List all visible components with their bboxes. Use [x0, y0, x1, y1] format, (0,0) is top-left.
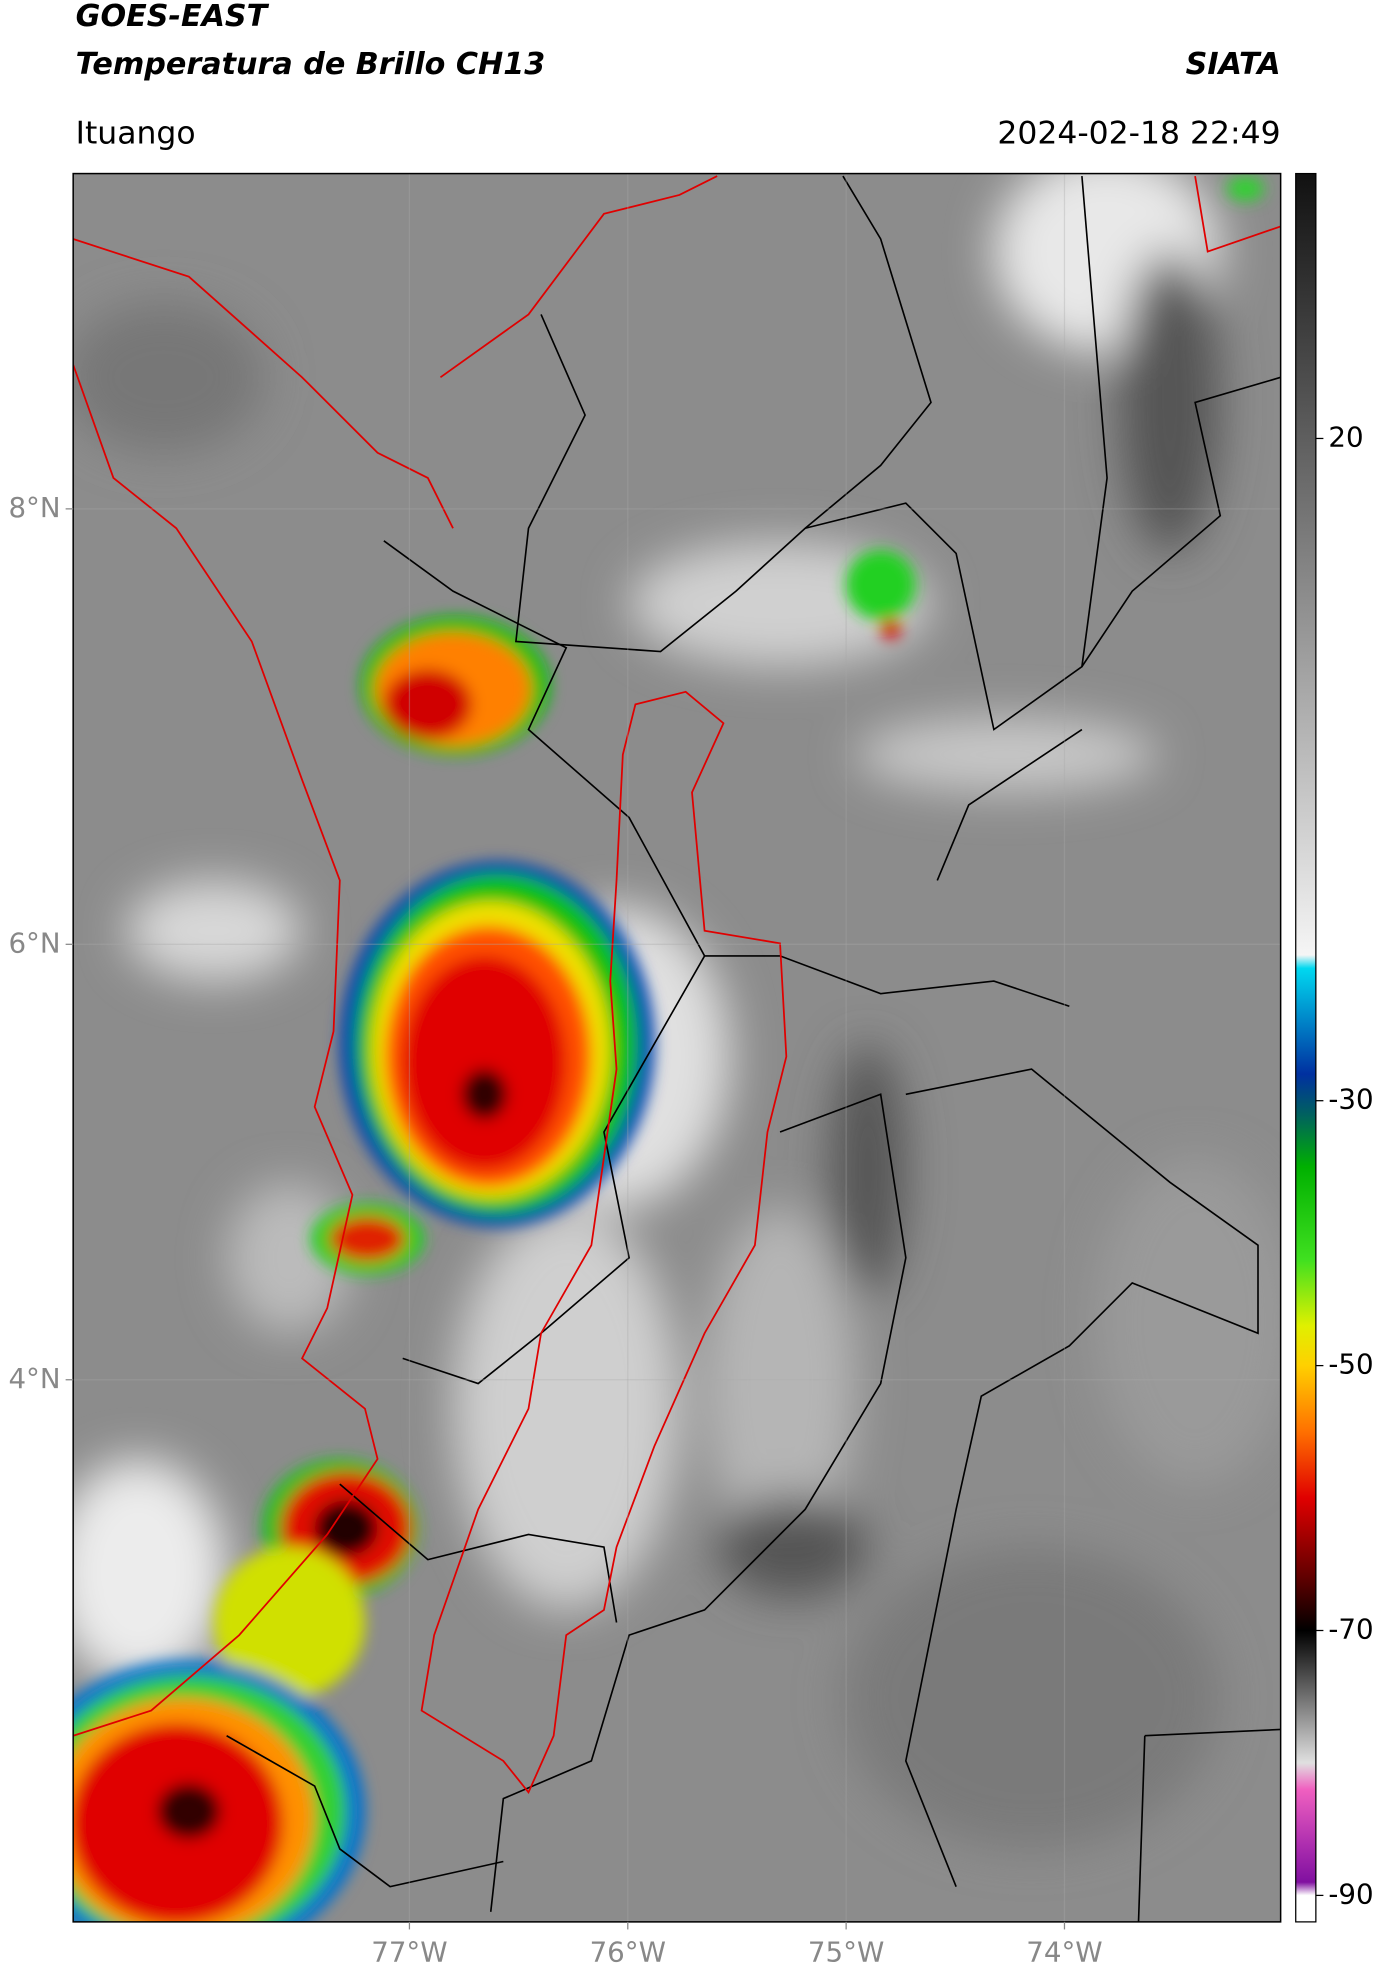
y-tick-label: 6°N [8, 926, 60, 959]
satellite-image [73, 173, 1281, 1922]
y-tick-label: 4°N [8, 1362, 60, 1395]
colorbar-tick-label: -30 [1328, 1083, 1373, 1116]
colorbar [1295, 172, 1317, 1923]
graticule [73, 173, 1281, 1922]
agency: SIATA [1186, 47, 1281, 82]
title: GOES-EAST [76, 0, 270, 34]
colorbar-tick-label: -70 [1328, 1612, 1373, 1645]
subtitle: Temperatura de Brillo CH13 [76, 47, 546, 82]
x-tick-label: 77°W [371, 1935, 447, 1968]
colorbar-tick-label: -90 [1328, 1877, 1373, 1910]
coast-and-region [73, 175, 1281, 1795]
x-tick-label: 74°W [1026, 1935, 1102, 1968]
colorbar-tick-label: -50 [1328, 1348, 1373, 1381]
y-tick-label: 8°N [8, 491, 60, 524]
x-tick-label: 75°W [808, 1935, 884, 1968]
timestamp: 2024-02-18 22:49 [997, 116, 1280, 152]
map-frame [72, 172, 1282, 1923]
storm-cells [73, 176, 1265, 1922]
admin-borders [226, 175, 1281, 1922]
x-tick-label: 76°W [590, 1935, 666, 1968]
colorbar-tick-label: 20 [1328, 420, 1363, 453]
location: Ituango [76, 116, 196, 152]
